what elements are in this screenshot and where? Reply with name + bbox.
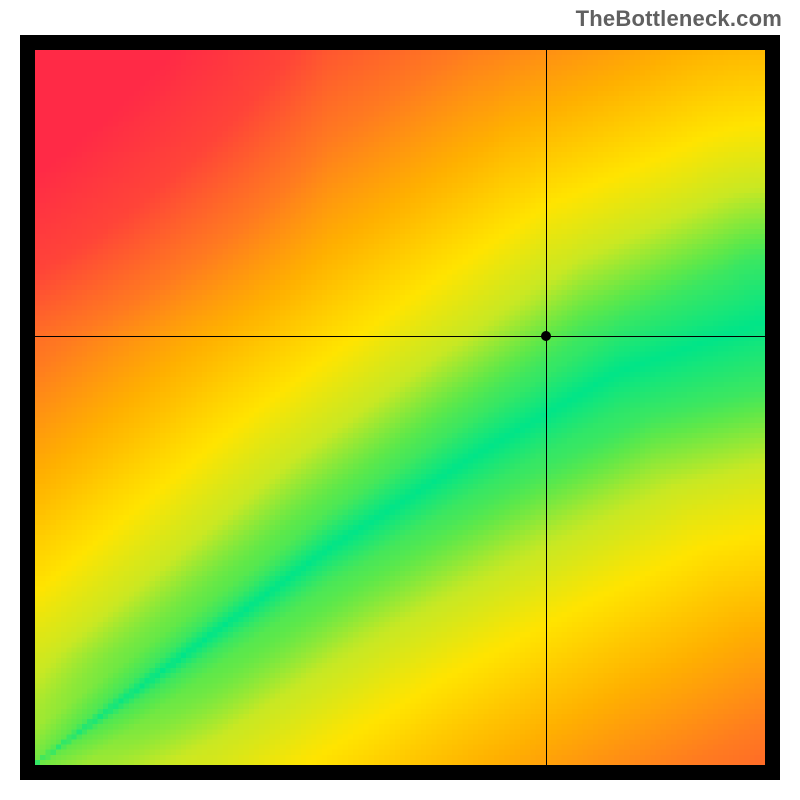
watermark-text: TheBottleneck.com [576,6,782,32]
bottleneck-heatmap [35,50,765,765]
crosshair-horizontal [35,336,765,337]
crosshair-marker [541,331,551,341]
crosshair-vertical [546,50,547,765]
plot-frame [20,35,780,780]
chart-container: TheBottleneck.com [0,0,800,800]
